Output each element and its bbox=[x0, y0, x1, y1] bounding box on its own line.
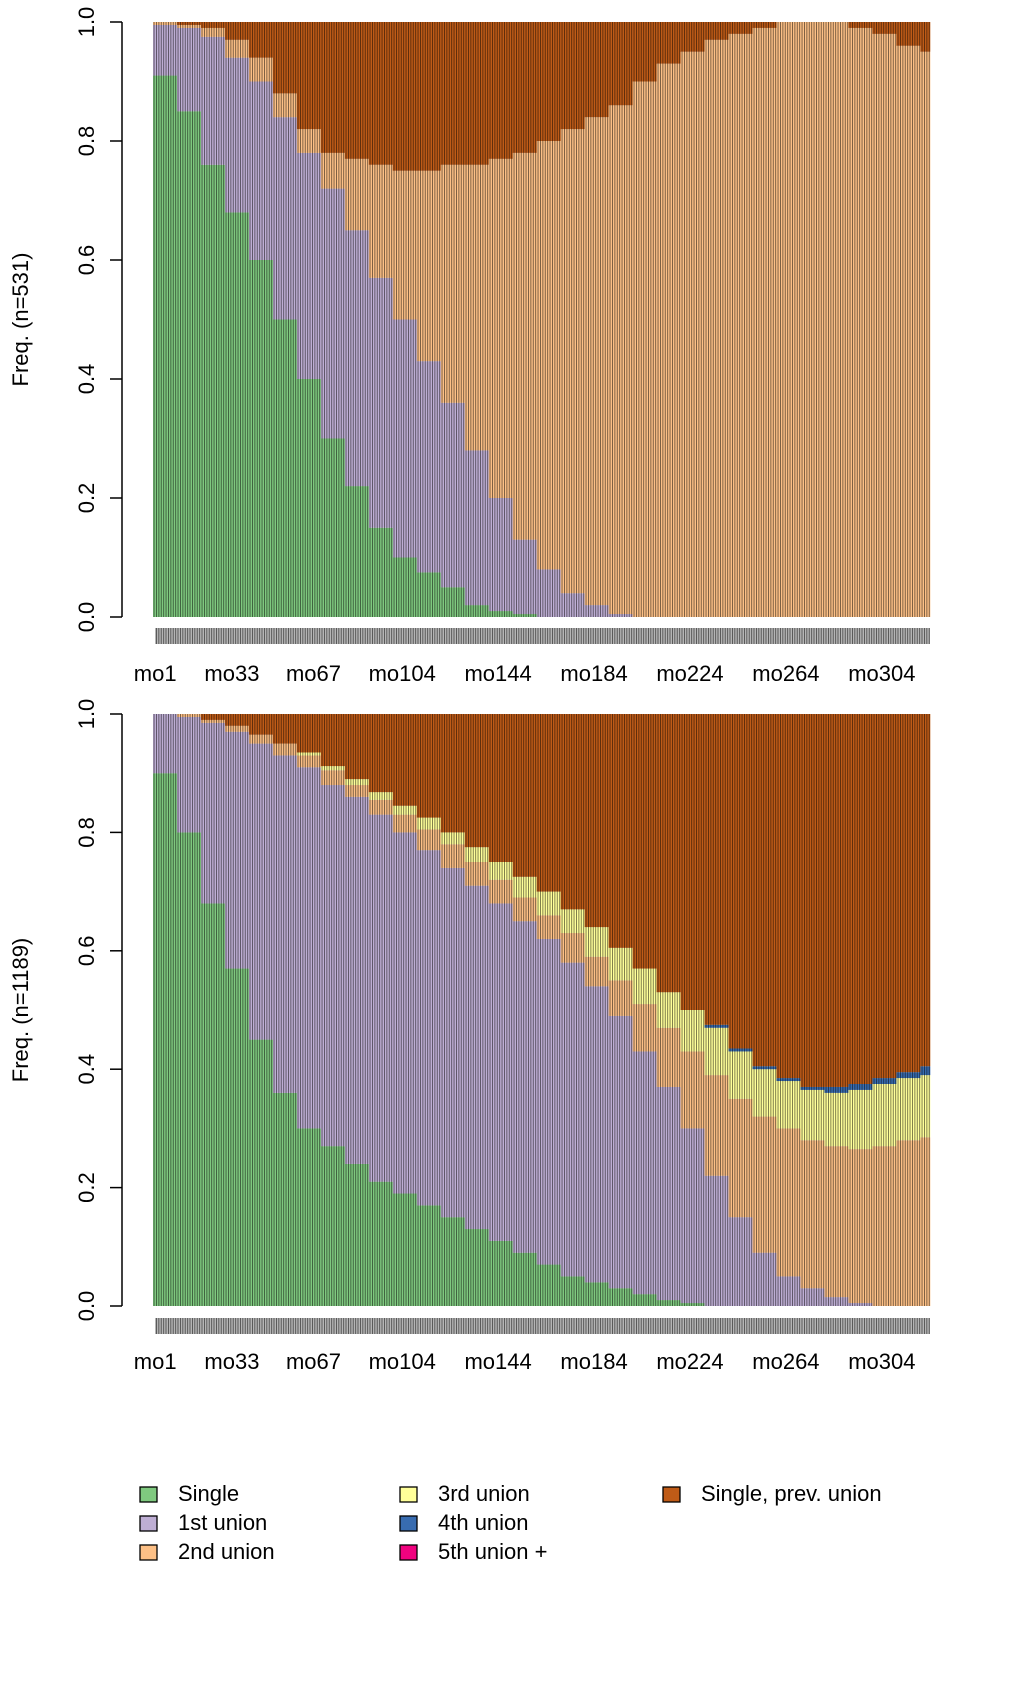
legend-swatch bbox=[399, 1544, 418, 1561]
x-tick-label: mo304 bbox=[848, 661, 915, 686]
x-tick-label: mo104 bbox=[369, 661, 436, 686]
x-tick-label: mo67 bbox=[286, 661, 341, 686]
x-tick-label: mo224 bbox=[656, 1349, 723, 1374]
legend-swatch bbox=[139, 1544, 158, 1561]
legend-label: 3rd union bbox=[438, 1481, 530, 1506]
x-tick-label: mo184 bbox=[560, 661, 627, 686]
legend-swatch bbox=[399, 1486, 418, 1503]
legend-label: 1st union bbox=[178, 1510, 267, 1535]
x-tick-label: mo67 bbox=[286, 1349, 341, 1374]
y-tick-label: 0.6 bbox=[74, 936, 99, 967]
x-tick-label: mo104 bbox=[369, 1349, 436, 1374]
legend-label: 5th union + bbox=[438, 1539, 547, 1564]
x-tick-label: mo224 bbox=[656, 661, 723, 686]
legend-swatch bbox=[139, 1486, 158, 1503]
x-tick-label: mo144 bbox=[464, 661, 531, 686]
y-tick-label: 0.2 bbox=[74, 1172, 99, 1203]
bar-texture bbox=[153, 22, 930, 617]
y-tick-label: 0.0 bbox=[74, 1291, 99, 1322]
y-tick-label: 0.8 bbox=[74, 126, 99, 157]
x-tick-label: mo264 bbox=[752, 661, 819, 686]
legend-label: Single, prev. union bbox=[701, 1481, 882, 1506]
y-tick-label: 1.0 bbox=[74, 699, 99, 730]
y-axis-label: Freq. (n=1189) bbox=[8, 938, 33, 1083]
x-tick-label: mo1 bbox=[134, 1349, 177, 1374]
y-tick-label: 1.0 bbox=[74, 7, 99, 38]
bar-texture bbox=[153, 714, 930, 1306]
legend-label: Single bbox=[178, 1481, 239, 1506]
y-tick-label: 0.8 bbox=[74, 817, 99, 848]
y-tick-label: 0.4 bbox=[74, 364, 99, 395]
x-tick-strip bbox=[155, 628, 930, 644]
x-tick-label: mo1 bbox=[134, 661, 177, 686]
x-tick-label: mo264 bbox=[752, 1349, 819, 1374]
x-tick-label: mo304 bbox=[848, 1349, 915, 1374]
legend-swatch bbox=[399, 1515, 418, 1532]
legend-label: 4th union bbox=[438, 1510, 529, 1535]
x-tick-strip bbox=[155, 1318, 930, 1334]
x-tick-label: mo33 bbox=[204, 1349, 259, 1374]
y-tick-label: 0.4 bbox=[74, 1054, 99, 1085]
y-tick-label: 0.6 bbox=[74, 245, 99, 276]
y-tick-label: 0.2 bbox=[74, 483, 99, 514]
legend-swatch bbox=[662, 1486, 681, 1503]
legend-label: 2nd union bbox=[178, 1539, 275, 1564]
x-tick-label: mo184 bbox=[560, 1349, 627, 1374]
x-tick-label: mo144 bbox=[464, 1349, 531, 1374]
x-tick-label: mo33 bbox=[204, 661, 259, 686]
y-axis-label: Freq. (n=531) bbox=[8, 253, 33, 387]
legend-swatch bbox=[139, 1515, 158, 1532]
y-tick-label: 0.0 bbox=[74, 602, 99, 633]
